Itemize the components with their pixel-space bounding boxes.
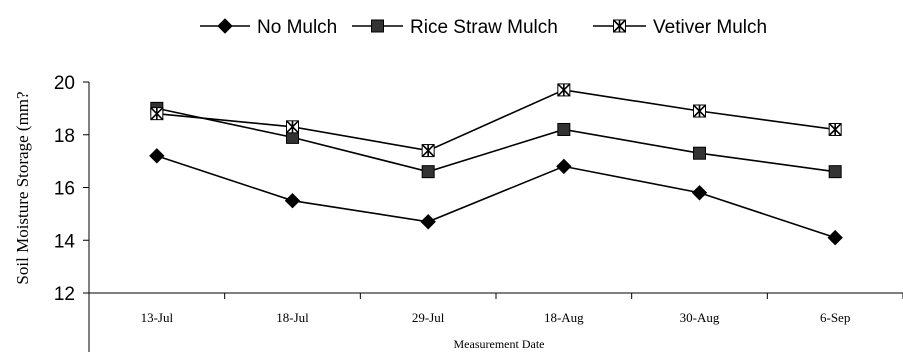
y-tick-label: 16	[54, 179, 75, 200]
y-tick-label: 12	[54, 284, 75, 305]
legend-item-no-mulch: No Mulch	[200, 17, 337, 38]
data-point-no-mulch	[827, 229, 843, 246]
data-point-vetiver-mulch	[692, 104, 707, 118]
series-lines	[156, 89, 836, 239]
x-axis-ticks: 13-Jul 18-Jul 29-Jul 18-Aug 30-Aug 6-Sep	[88, 293, 903, 325]
series-line-vetiver-mulch	[156, 89, 836, 152]
data-point-rice-straw-mulch	[828, 165, 842, 179]
data-point-rice-straw-mulch	[557, 122, 571, 136]
legend-item-vetiver-mulch: Vetiver Mulch	[593, 17, 767, 38]
data-point-vetiver-mulch	[285, 120, 300, 134]
legend-label: Vetiver Mulch	[653, 17, 767, 38]
data-point-vetiver-mulch	[421, 144, 435, 158]
y-tick-label: 14	[54, 231, 76, 252]
data-point-vetiver-mulch	[150, 107, 164, 121]
y-tick-label: 18	[54, 126, 75, 147]
data-point-rice-straw-mulch	[421, 165, 435, 179]
y-axis-title: Soil Moisture Storage (mm?	[13, 91, 32, 284]
y-axis-ticks: 12 14 16 18 20	[54, 73, 89, 305]
y-tick-label: 20	[54, 73, 75, 94]
x-tick-label: 13-Jul	[141, 310, 174, 325]
legend-item-rice-straw-mulch: Rice Straw Mulch	[352, 17, 558, 38]
x-axis-title: Measurement Date	[454, 337, 545, 351]
legend-label: No Mulch	[257, 17, 337, 38]
series-line-no-mulch	[156, 155, 836, 239]
data-point-vetiver-mulch	[557, 83, 571, 97]
series-markers	[149, 83, 843, 246]
x-tick-label: 29-Jul	[412, 310, 445, 325]
series-line-rice-straw-mulch	[156, 107, 836, 173]
x-tick-label: 30-Aug	[680, 310, 720, 325]
data-point-rice-straw-mulch	[693, 146, 706, 160]
x-tick-label: 18-Aug	[544, 310, 584, 325]
x-tick-label: 6-Sep	[820, 310, 850, 325]
legend-marker-no-mulch	[217, 18, 233, 34]
x-tick-label: 18-Jul	[276, 310, 309, 325]
data-point-no-mulch	[691, 185, 708, 201]
data-point-no-mulch	[149, 148, 165, 164]
data-point-vetiver-mulch	[828, 122, 842, 137]
data-point-no-mulch	[284, 192, 301, 209]
data-point-no-mulch	[420, 214, 436, 230]
legend-marker-rice-straw-mulch	[371, 19, 384, 33]
legend-label: Rice Straw Mulch	[410, 17, 558, 38]
legend-marker-vetiver-mulch	[612, 19, 627, 33]
chart-legend: No Mulch Rice Straw Mulch Vetiver Mulch	[200, 17, 767, 38]
data-point-no-mulch	[556, 158, 572, 175]
